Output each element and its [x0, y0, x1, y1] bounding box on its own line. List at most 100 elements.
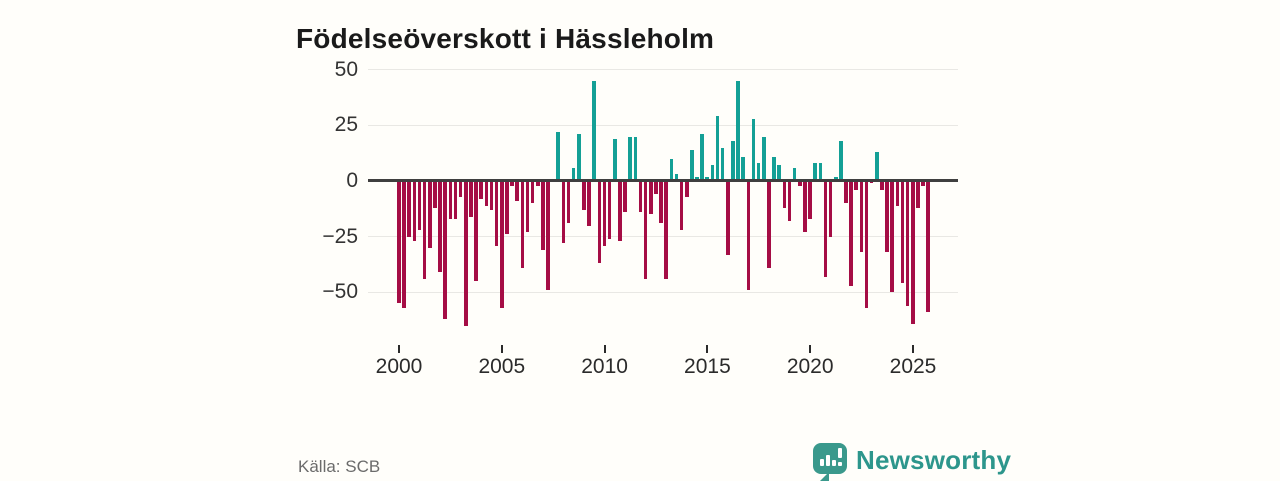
bar: [864, 181, 869, 308]
bar: [541, 181, 545, 250]
bar: [895, 181, 900, 206]
x-tick-label: 2010: [581, 355, 628, 378]
bar: [869, 181, 874, 184]
bar: [777, 165, 782, 181]
x-tick: [603, 345, 606, 353]
bar: [592, 80, 597, 181]
newsworthy-wordmark: Newsworthy: [856, 445, 1012, 475]
bar: [690, 149, 694, 181]
bar: [695, 176, 699, 181]
bar: [535, 181, 540, 186]
bar: [710, 165, 715, 181]
bar: [556, 132, 561, 181]
bar: [597, 181, 602, 264]
bar: [885, 181, 889, 253]
bar: [761, 136, 766, 181]
bar: [797, 181, 802, 186]
y-tick-label: −50: [322, 280, 358, 304]
bar: [910, 181, 915, 324]
bar: [782, 181, 787, 208]
gridline: [368, 69, 958, 71]
bar: [880, 181, 884, 190]
bar: [402, 181, 406, 308]
source-label: Källa: SCB: [298, 457, 381, 476]
bar: [751, 118, 756, 181]
bar: [818, 163, 823, 181]
bar: [844, 181, 848, 204]
bar: [643, 181, 648, 279]
bar: [474, 181, 478, 282]
bar: [438, 181, 442, 273]
bar: [875, 152, 879, 181]
bar: [561, 181, 566, 244]
bar: [787, 181, 792, 222]
bar: [520, 181, 525, 268]
bar: [674, 174, 679, 181]
bar: [602, 181, 607, 246]
bar: [813, 163, 817, 181]
bar: [849, 181, 853, 286]
bar: [628, 136, 633, 181]
bar: [397, 181, 401, 304]
logo-exclamation-stroke: [838, 448, 842, 458]
x-tick: [398, 345, 400, 353]
x-tick-label: 2020: [786, 355, 834, 378]
bar: [587, 181, 591, 226]
bar: [854, 181, 859, 190]
x-tick-label: 2025: [889, 355, 937, 378]
logo-bar-2: [826, 455, 830, 466]
bar: [736, 80, 740, 181]
x-tick-label: 2000: [375, 355, 423, 378]
bar: [705, 176, 710, 181]
bar: [453, 181, 458, 219]
bar: [648, 181, 653, 215]
bar: [505, 181, 509, 235]
bar: [612, 138, 617, 181]
bar: [412, 181, 417, 242]
bar: [494, 181, 499, 246]
bar: [484, 181, 489, 206]
bar: [623, 181, 627, 213]
bar: [731, 140, 735, 181]
bar: [469, 181, 473, 217]
bar: [489, 181, 494, 210]
bar: [803, 181, 807, 233]
bar: [772, 156, 776, 181]
bar: [515, 181, 519, 201]
bar: [654, 181, 658, 195]
bar: [433, 181, 437, 208]
bar: [926, 181, 931, 313]
x-tick-label: 2015: [684, 355, 731, 378]
bar: [638, 181, 643, 213]
bar: [422, 181, 427, 279]
newsworthy-logo-icon: [813, 443, 847, 474]
bar: [571, 167, 576, 181]
bar: [746, 181, 751, 291]
bar: [916, 181, 920, 208]
bar: [417, 181, 422, 230]
bar: [546, 181, 550, 291]
y-tick-label: 50: [334, 57, 358, 81]
bar: [407, 181, 412, 237]
zero-axis-line: [368, 179, 958, 182]
bar: [823, 181, 828, 277]
bar: [905, 181, 910, 306]
logo-bar-1: [820, 459, 824, 466]
bar: [720, 147, 725, 181]
x-tick: [809, 345, 812, 353]
bar: [479, 181, 484, 199]
bar: [618, 181, 622, 242]
bar: [726, 181, 730, 255]
bar: [659, 181, 663, 224]
bar: [463, 181, 468, 326]
bar: [859, 181, 864, 253]
y-tick-label: −25: [322, 224, 358, 248]
bar: [525, 181, 530, 233]
bar: [715, 116, 720, 181]
logo-exclamation-dot: [838, 462, 842, 466]
bar: [900, 181, 905, 284]
bar: [428, 181, 432, 248]
x-tick: [500, 345, 503, 353]
bar: [448, 181, 453, 219]
